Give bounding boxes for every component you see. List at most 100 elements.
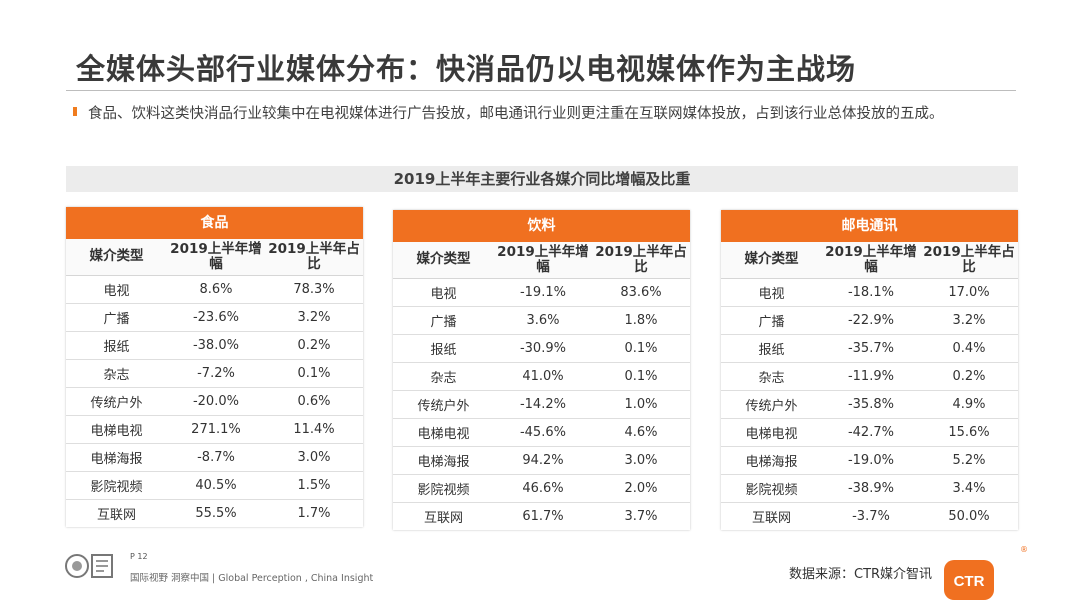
column-header-media-type: 媒介类型 <box>393 242 494 279</box>
table-row: 杂志 -11.9% 0.2% <box>721 362 1018 391</box>
data-source: 数据来源：CTR媒介智讯 <box>789 567 933 582</box>
table-row: 广播 -22.9% 3.2% <box>721 306 1018 335</box>
cell-share: 3.2% <box>264 303 363 332</box>
cell-share: 2.0% <box>591 474 690 503</box>
cell-share: 3.7% <box>624 508 658 524</box>
cell-share: 1.5% <box>264 471 363 500</box>
cell-share: 0.6% <box>264 387 363 416</box>
table-row: 影院视频 46.6% 2.0% <box>393 474 690 503</box>
cell-share: 3.4% <box>919 474 1018 503</box>
table-row: 影院视频 40.5% 1.5% <box>66 471 363 500</box>
cell-growth: -7.2% <box>166 359 265 388</box>
cell-share: 3.2% <box>919 306 1018 335</box>
table-row: 广播 -23.6% 3.2% <box>66 303 363 332</box>
data-table: 媒介类型 2019上半年增幅 2019上半年占比 电视 8.6% 78.3% 广播 -2… <box>66 239 363 527</box>
column-header-growth: 2019上半年增幅 <box>493 242 592 279</box>
title-divider <box>66 90 1016 91</box>
column-header-growth: 2019上半年增幅 <box>166 239 265 276</box>
cell-growth: 40.5% <box>166 471 265 500</box>
cell-media-type: 电视 <box>393 278 494 307</box>
cell-growth: 3.6% <box>493 306 592 335</box>
cell-growth: -14.2% <box>493 390 592 419</box>
table-row: 杂志 -7.2% 0.1% <box>66 359 363 388</box>
registered-mark: ® <box>1020 545 1028 554</box>
table-row: 电视 -18.1% 17.0% <box>721 278 1018 307</box>
cell-share: 17.0% <box>919 278 1018 307</box>
cell-media-type: 电视 <box>721 278 822 307</box>
column-header-media-type: 媒介类型 <box>721 242 822 279</box>
table-row: 传统户外 -35.8% 4.9% <box>721 390 1018 419</box>
cell-share: 1.8% <box>591 306 690 335</box>
cell-media-type: 杂志 <box>721 362 822 391</box>
page-title: 全媒体头部行业媒体分布：快消品仍以电视媒体作为主战场 <box>76 52 857 86</box>
cell-growth: -30.9% <box>493 334 592 363</box>
table-row: 广播 3.6% 1.8% <box>393 306 690 335</box>
cell-growth: -45.6% <box>493 418 592 447</box>
cell-share: 83.6% <box>591 278 690 307</box>
cell-share: 4.6% <box>591 418 690 447</box>
cell-growth: 94.2% <box>493 446 592 475</box>
cell-growth: 8.6% <box>166 275 265 304</box>
data-table: 媒介类型 2019上半年增幅 2019上半年占比 电视 -18.1% 17.0% 广播… <box>721 242 1018 530</box>
cell-media-type: 报纸 <box>66 331 167 360</box>
cell-media-type: 影院视频 <box>393 474 494 503</box>
cell-share: 11.4% <box>264 415 363 444</box>
cell-share: 0.4% <box>919 334 1018 363</box>
cell-growth: -19.1% <box>493 278 592 307</box>
section-subtitle: 2019上半年主要行业各媒介同比增幅及比重 <box>66 166 1018 192</box>
cell-growth: -38.0% <box>166 331 265 360</box>
page-number: P 12 <box>130 552 148 561</box>
cell-share: 3.0% <box>591 446 690 475</box>
cell-media-type: 电梯电视 <box>721 418 822 447</box>
cell-media-type: 电梯电视 <box>66 415 167 444</box>
cell-share: 15.6% <box>919 418 1018 447</box>
cell-media-type: 传统户外 <box>721 390 822 419</box>
cell-media-type: 影院视频 <box>721 474 822 503</box>
cell-media-type: 传统户外 <box>393 390 494 419</box>
table-row: 电梯电视 -45.6% 4.6% <box>393 418 690 447</box>
table-row: 报纸 -30.9% 0.1% <box>393 334 690 363</box>
table-row: 电梯电视 271.1% 11.4% <box>66 415 363 444</box>
cell-growth: -3.7% <box>852 508 890 524</box>
cell-growth: -19.0% <box>821 446 920 475</box>
table-row: 互联网 -3.7% 50.0% <box>721 502 1018 530</box>
cell-media-type: 报纸 <box>721 334 822 363</box>
table-panel-telecom: 邮电通讯 媒介类型 2019上半年增幅 2019上半年占比 电视 -18.1% 17… <box>721 210 1018 530</box>
cell-media-type: 杂志 <box>393 362 494 391</box>
data-table: 媒介类型 2019上半年增幅 2019上半年占比 电视 -19.1% 83.6% 广播… <box>393 242 690 530</box>
cell-media-type: 电梯海报 <box>393 446 494 475</box>
column-header-share: 2019上半年占比 <box>591 242 690 279</box>
cell-media-type: 广播 <box>66 303 167 332</box>
cell-share: 1.7% <box>297 505 331 521</box>
table-row: 电梯电视 -42.7% 15.6% <box>721 418 1018 447</box>
table-row: 报纸 -35.7% 0.4% <box>721 334 1018 363</box>
cell-media-type: 电视 <box>66 275 167 304</box>
cell-share: 0.1% <box>264 359 363 388</box>
logo-text: CTR <box>954 573 985 590</box>
ctr-logo-icon: CTR <box>944 560 994 600</box>
cell-share: 0.1% <box>591 334 690 363</box>
table-row: 电视 -19.1% 83.6% <box>393 278 690 307</box>
cell-share: 78.3% <box>264 275 363 304</box>
cell-growth: -18.1% <box>821 278 920 307</box>
column-header-share: 2019上半年占比 <box>264 239 363 276</box>
cell-media-type: 互联网 <box>751 510 791 526</box>
panel-header: 邮电通讯 <box>721 210 1018 242</box>
cell-share: 0.2% <box>919 362 1018 391</box>
cell-media-type: 传统户外 <box>66 387 167 416</box>
table-row: 电梯海报 -19.0% 5.2% <box>721 446 1018 475</box>
cell-growth: -8.7% <box>166 443 265 472</box>
cell-growth: 41.0% <box>493 362 592 391</box>
cell-growth: -35.7% <box>821 334 920 363</box>
table-header-row: 媒介类型 2019上半年增幅 2019上半年占比 <box>393 242 690 279</box>
bullet-icon <box>73 107 77 116</box>
table-panel-drink: 饮料 媒介类型 2019上半年增幅 2019上半年占比 电视 -19.1% 83.6… <box>393 210 690 530</box>
cell-media-type: 影院视频 <box>66 471 167 500</box>
table-header-row: 媒介类型 2019上半年增幅 2019上半年占比 <box>66 239 363 276</box>
footer-tagline: 国际视野 洞察中国 | Global Perception , China In… <box>130 573 374 584</box>
certification-logo-icon <box>65 554 113 578</box>
cell-growth: -38.9% <box>821 474 920 503</box>
cell-share: 4.9% <box>919 390 1018 419</box>
cell-growth: 61.7% <box>522 508 564 524</box>
cell-media-type: 电梯海报 <box>66 443 167 472</box>
